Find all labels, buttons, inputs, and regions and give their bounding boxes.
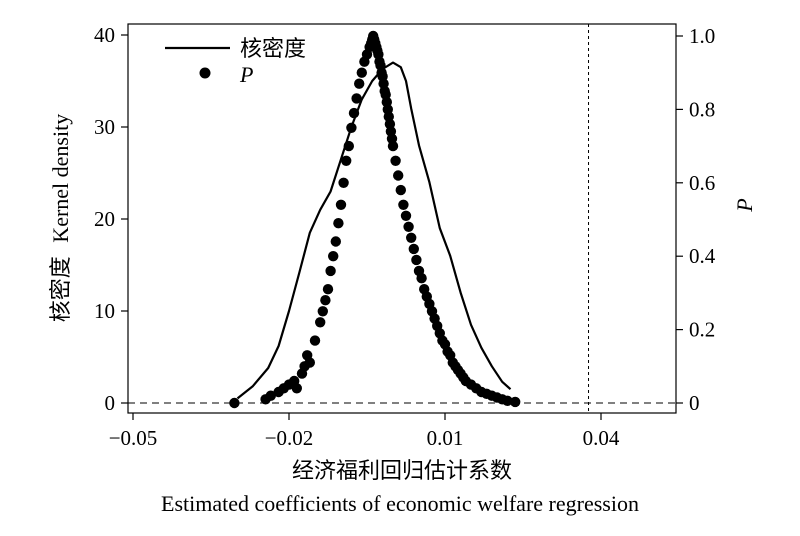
p-value-point <box>502 395 513 406</box>
x-axis-ticks: −0.05 −0.02 0.01 0.04 <box>109 413 620 450</box>
left-y-axis-ticks: 0 10 20 30 40 <box>94 23 128 415</box>
p-value-point <box>333 218 344 229</box>
right-y-tick-label: 0.2 <box>689 318 715 342</box>
p-value-point <box>408 243 419 255</box>
p-value-point <box>393 170 404 181</box>
p-value-point <box>406 232 417 243</box>
reference-lines <box>128 24 676 413</box>
p-value-series <box>229 30 521 409</box>
right-y-tick-label: 0 <box>689 391 700 415</box>
x-axis-title-cn: 经济福利回归估计系数 <box>292 459 512 484</box>
legend: 核密度 P <box>165 37 306 87</box>
right-y-tick-label: 1.0 <box>689 24 715 48</box>
p-value-point <box>356 67 367 78</box>
p-value-point <box>395 184 406 196</box>
p-value-point <box>320 295 331 306</box>
p-value-point <box>398 199 409 210</box>
p-value-point <box>322 284 334 295</box>
p-value-point <box>510 396 521 408</box>
p-value-point <box>351 93 362 104</box>
p-value-point <box>328 251 339 262</box>
p-value-point <box>317 306 328 317</box>
p-value-point <box>348 107 360 119</box>
x-tick-label: −0.05 <box>109 426 158 450</box>
right-y-tick-label: 0.4 <box>689 244 716 268</box>
x-axis-title-en: Estimated coefficients of economic welfa… <box>161 491 639 516</box>
x-tick-label: 0.01 <box>427 426 464 450</box>
p-value-point <box>330 236 341 247</box>
p-value-point <box>403 221 414 232</box>
left-y-tick-label: 30 <box>94 115 115 139</box>
kernel-density-series <box>236 61 512 400</box>
legend-label-density: 核密度 <box>240 37 306 62</box>
p-value-point <box>346 122 357 133</box>
p-value-point <box>304 357 315 368</box>
right-y-axis-ticks: 0 0.2 0.4 0.6 0.8 1.0 <box>676 24 716 415</box>
left-y-tick-label: 40 <box>94 23 115 47</box>
p-value-point <box>291 383 302 394</box>
p-value-point <box>390 155 401 166</box>
p-value-point <box>416 273 427 284</box>
p-value-point <box>265 390 276 401</box>
p-value-point <box>338 177 349 188</box>
legend-label-p: P <box>239 62 253 87</box>
p-value-point <box>309 335 321 346</box>
left-y-axis-title-cn: 核密度 <box>49 256 74 322</box>
p-value-point <box>387 140 399 152</box>
p-value-point <box>335 199 347 210</box>
p-value-point <box>229 397 240 409</box>
p-value-point <box>341 155 352 166</box>
p-value-point <box>354 78 365 89</box>
p-value-point <box>315 317 326 328</box>
x-tick-label: −0.02 <box>265 426 314 450</box>
p-value-point <box>343 140 354 152</box>
right-y-axis-title: P <box>732 198 757 212</box>
right-y-tick-label: 0.8 <box>689 97 715 121</box>
left-y-axis-title-en: Kernel density <box>48 114 73 243</box>
left-y-tick-label: 0 <box>105 391 116 415</box>
x-tick-label: 0.04 <box>583 426 620 450</box>
left-y-axis-title: 核密度 Kernel density <box>48 114 74 322</box>
p-value-point <box>400 210 412 221</box>
p-value-point <box>325 265 336 277</box>
kernel-density-line <box>236 61 512 400</box>
left-y-tick-label: 20 <box>94 207 115 231</box>
p-value-point <box>411 254 422 266</box>
legend-dot-marker <box>199 67 211 79</box>
left-y-tick-label: 10 <box>94 299 115 323</box>
right-y-tick-label: 0.6 <box>689 171 715 195</box>
